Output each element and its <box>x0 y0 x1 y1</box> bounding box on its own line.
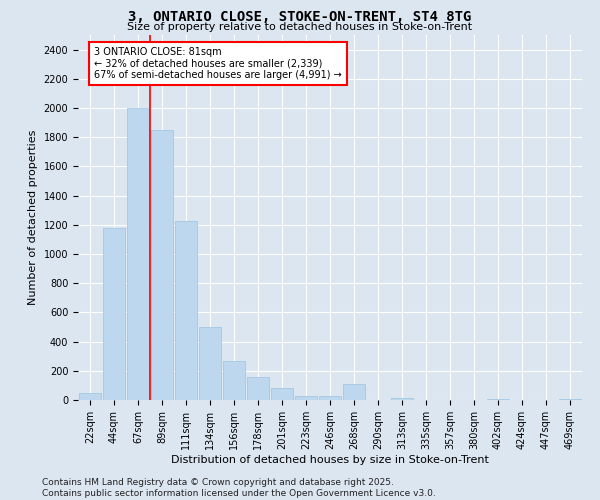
Bar <box>487 398 509 400</box>
Bar <box>175 221 197 400</box>
Bar <box>247 376 269 400</box>
Bar <box>199 327 221 400</box>
Text: 3 ONTARIO CLOSE: 81sqm
← 32% of detached houses are smaller (2,339)
67% of semi-: 3 ONTARIO CLOSE: 81sqm ← 32% of detached… <box>94 46 342 80</box>
Bar <box>151 130 173 400</box>
Bar <box>319 396 341 400</box>
Bar <box>103 228 125 400</box>
Bar <box>79 392 101 400</box>
Y-axis label: Number of detached properties: Number of detached properties <box>28 130 38 305</box>
Text: 3, ONTARIO CLOSE, STOKE-ON-TRENT, ST4 8TG: 3, ONTARIO CLOSE, STOKE-ON-TRENT, ST4 8T… <box>128 10 472 24</box>
Text: Size of property relative to detached houses in Stoke-on-Trent: Size of property relative to detached ho… <box>127 22 473 32</box>
Bar <box>295 396 317 400</box>
Text: Contains HM Land Registry data © Crown copyright and database right 2025.
Contai: Contains HM Land Registry data © Crown c… <box>42 478 436 498</box>
Bar <box>391 398 413 400</box>
Bar <box>343 384 365 400</box>
Bar <box>223 362 245 400</box>
Bar <box>127 108 149 400</box>
X-axis label: Distribution of detached houses by size in Stoke-on-Trent: Distribution of detached houses by size … <box>171 454 489 464</box>
Bar <box>271 388 293 400</box>
